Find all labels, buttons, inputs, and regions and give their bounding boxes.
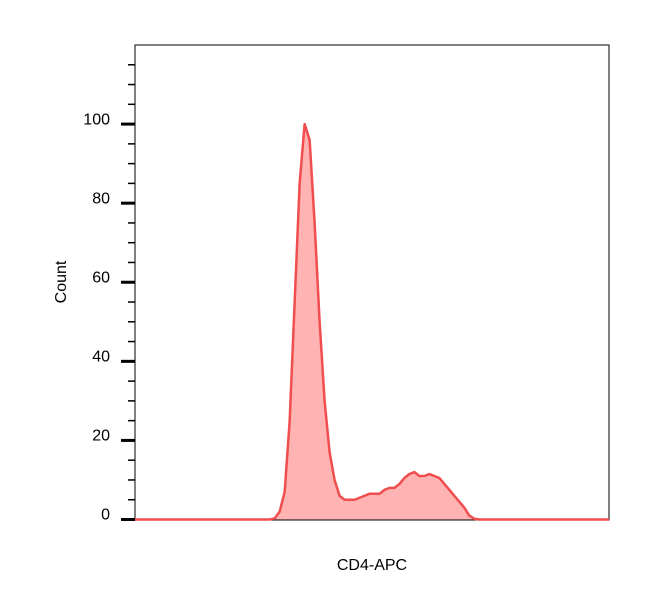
y-tick-label: 20: [92, 428, 110, 445]
y-tick-label: 60: [92, 269, 110, 286]
y-axis-label: Count: [53, 260, 70, 303]
y-tick-label: 100: [83, 111, 110, 128]
y-tick-label: 80: [92, 190, 110, 207]
y-tick-label: 0: [101, 507, 110, 524]
histogram-fill: [135, 124, 609, 520]
x-axis-label: CD4-APC: [337, 557, 407, 574]
histogram-line: [135, 122, 609, 521]
plot-frame: [134, 44, 610, 521]
y-tick-label: 40: [92, 349, 110, 366]
